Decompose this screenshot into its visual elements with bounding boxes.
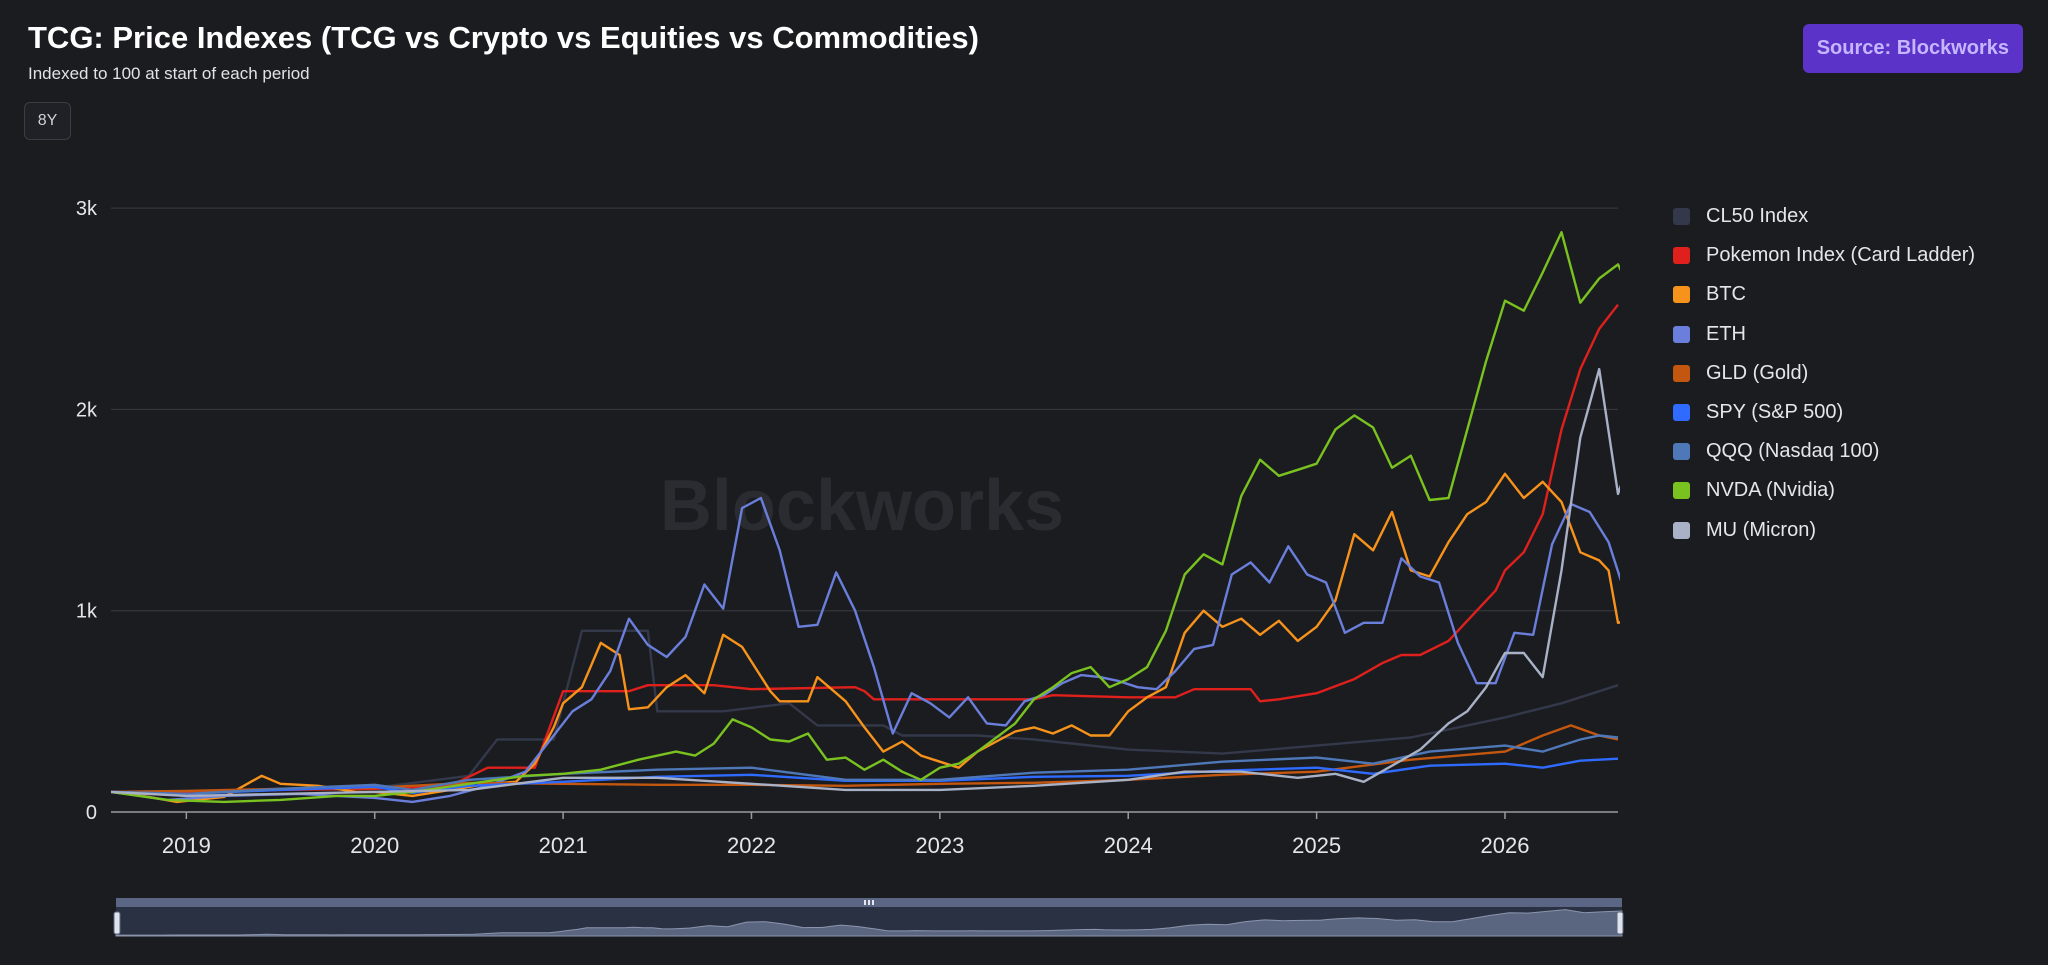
legend-swatch <box>1673 482 1690 500</box>
legend-swatch <box>1673 443 1690 461</box>
legend-label: GLD (Gold) <box>1706 361 1809 384</box>
legend-item[interactable]: MU (Micron) <box>1673 511 1975 550</box>
legend-swatch <box>1673 208 1690 226</box>
legend-label: BTC <box>1706 283 1746 306</box>
legend-label: NVDA (Nvidia) <box>1706 479 1835 502</box>
legend-label: SPY (S&P 500) <box>1706 401 1844 424</box>
legend-label: MU (Micron) <box>1706 518 1816 541</box>
legend-label: CL50 Index <box>1706 205 1809 228</box>
legend-item[interactable]: QQQ (Nasdaq 100) <box>1673 432 1975 471</box>
legend-item[interactable]: NVDA (Nvidia) <box>1673 471 1975 510</box>
legend-label: QQQ (Nasdaq 100) <box>1706 440 1880 463</box>
chart-title: TCG: Price Indexes (TCG vs Crypto vs Equ… <box>28 20 979 55</box>
legend-swatch <box>1673 247 1690 265</box>
legend-label: Pokemon Index (Card Ladder) <box>1706 244 1976 267</box>
legend-item[interactable]: SPY (S&P 500) <box>1673 393 1975 432</box>
legend-item[interactable]: BTC <box>1673 275 1975 314</box>
legend-swatch <box>1673 404 1690 422</box>
navigator-left-handle[interactable] <box>113 911 121 935</box>
legend-swatch <box>1673 325 1690 343</box>
chart-subtitle: Indexed to 100 at start of each period <box>28 64 310 83</box>
navigator-preview-area <box>115 909 1623 937</box>
navigator-grip-icon[interactable] <box>864 900 874 905</box>
legend-swatch <box>1673 521 1690 539</box>
legend-item[interactable]: GLD (Gold) <box>1673 354 1975 393</box>
chart-legend: CL50 Index Pokemon Index (Card Ladder) BTC… <box>1673 197 1975 550</box>
legend-swatch <box>1673 286 1690 304</box>
range-8y-button[interactable]: 8Y <box>24 102 71 140</box>
source-button[interactable]: Source: Blockworks <box>1802 24 2023 73</box>
legend-item[interactable]: CL50 Index <box>1673 197 1975 236</box>
legend-label: ETH <box>1706 322 1746 345</box>
legend-item[interactable]: Pokemon Index (Card Ladder) <box>1673 236 1975 275</box>
navigator-right-handle[interactable] <box>1616 911 1624 935</box>
legend-item[interactable]: ETH <box>1673 315 1975 354</box>
legend-swatch <box>1673 364 1690 382</box>
